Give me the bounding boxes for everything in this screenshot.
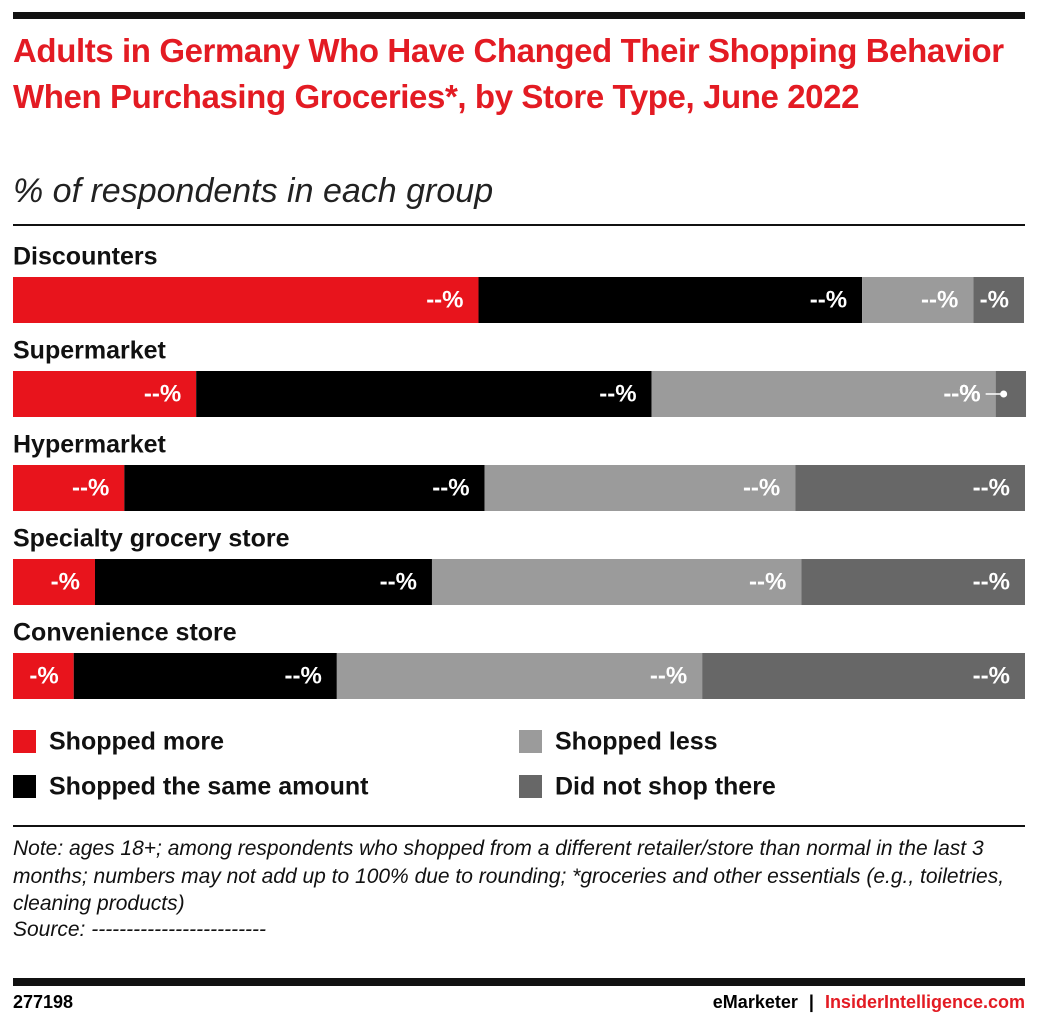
value-label: --% <box>599 380 636 407</box>
value-label: --% <box>749 568 786 595</box>
brand: eMarketer <box>712 992 798 1012</box>
bar-segment <box>702 653 1025 699</box>
bar-segment <box>478 277 863 323</box>
source: Source: ------------------------- <box>13 918 267 941</box>
note: Note: ages 18+; among respondents who sh… <box>13 837 1005 915</box>
chart-title: Adults in Germany Who Have Changed Their… <box>13 32 1004 115</box>
divider <box>13 224 1025 226</box>
value-label: -% <box>29 662 58 689</box>
bar-segment <box>94 559 432 605</box>
value-label: --% <box>426 286 463 313</box>
value-label: --% <box>943 380 980 407</box>
bar-segment <box>336 653 703 699</box>
bar-segment <box>801 559 1025 605</box>
bar-segment <box>431 559 802 605</box>
legend-label: Shopped less <box>555 728 718 756</box>
legend-swatch <box>519 775 542 798</box>
value-label: --% <box>144 380 181 407</box>
value-label: --% <box>285 662 322 689</box>
legend-swatch <box>13 775 36 798</box>
bar-segment <box>795 465 1025 511</box>
bar-segment <box>973 277 1024 323</box>
value-label: -% <box>980 286 1009 313</box>
value-label: --% <box>973 662 1010 689</box>
bar-segment <box>196 371 652 417</box>
site: InsiderIntelligence.com <box>824 992 1025 1012</box>
bar-segment <box>13 465 125 511</box>
bar-segment <box>73 653 337 699</box>
bar-segment <box>13 559 95 605</box>
value-label: --% <box>921 286 958 313</box>
category-label: Convenience store <box>13 619 237 647</box>
category-label: Specialty grocery store <box>13 525 290 553</box>
chart-subtitle: % of respondents in each group <box>13 172 494 210</box>
legend-swatch <box>519 730 542 753</box>
category-label: Hypermarket <box>13 431 167 459</box>
bar-segment <box>484 465 796 511</box>
bar-segment <box>13 653 74 699</box>
value-label: --% <box>650 662 687 689</box>
category-label: Discounters <box>13 243 157 271</box>
value-label: -% <box>951 380 980 407</box>
category-label: Supermarket <box>13 337 167 365</box>
top-rule <box>13 12 1025 19</box>
value-label: --% <box>973 568 1010 595</box>
chart-id: 277198 <box>13 992 74 1012</box>
bar-segment <box>13 277 479 323</box>
legend-swatch <box>13 730 36 753</box>
bar-segment <box>862 277 974 323</box>
value-label: --% <box>973 474 1010 501</box>
separator: | <box>808 992 814 1012</box>
value-label: --% <box>380 568 417 595</box>
value-label: --% <box>743 474 780 501</box>
value-label: --% <box>432 474 469 501</box>
value-label: --% <box>810 286 847 313</box>
bar-segment <box>651 371 996 417</box>
leader-dot <box>1000 390 1008 398</box>
bar-segment <box>13 371 197 417</box>
value-label: --% <box>72 474 109 501</box>
legend-label: Shopped the same amount <box>49 773 369 801</box>
footer: eMarketer | InsiderIntelligence.com <box>713 992 1025 1013</box>
bar-segment <box>124 465 485 511</box>
legend-label: Shopped more <box>49 728 224 756</box>
bottom-rule <box>13 978 1025 986</box>
value-label: -% <box>51 568 80 595</box>
legend-label: Did not shop there <box>555 773 776 801</box>
divider <box>13 825 1025 827</box>
